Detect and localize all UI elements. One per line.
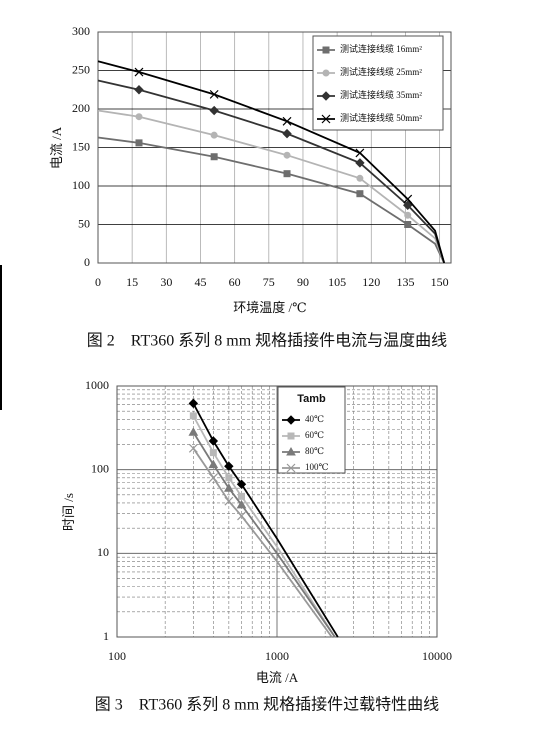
marker xyxy=(287,432,295,440)
x-tick-label: 150 xyxy=(431,275,449,289)
marker xyxy=(134,85,144,95)
marker xyxy=(236,499,247,509)
marker xyxy=(286,463,296,473)
marker xyxy=(356,190,364,198)
series-line xyxy=(97,136,445,264)
marker xyxy=(322,69,330,77)
legend-label: 测试连接线缆 16mm² xyxy=(340,43,422,54)
marker xyxy=(404,211,412,219)
x-axis-label: 电流 /A xyxy=(256,670,299,685)
y-tick-label: 150 xyxy=(72,139,90,153)
x-tick-label: 1000 xyxy=(265,649,289,663)
marker xyxy=(134,67,144,77)
y-tick-label: 10 xyxy=(97,545,109,559)
marker xyxy=(237,511,246,521)
marker xyxy=(208,436,219,446)
series-line xyxy=(97,109,446,264)
marker xyxy=(238,492,246,500)
figure-caption: 图 2 RT360 系列 8 mm 规格插接件电流与温度曲线 xyxy=(87,332,447,350)
x-tick-label: 90 xyxy=(297,275,309,289)
marker xyxy=(283,151,291,159)
series-line xyxy=(97,79,446,264)
marker xyxy=(135,113,143,121)
y-tick-label: 200 xyxy=(72,101,90,115)
legend-title: Tamb xyxy=(297,393,326,405)
marker xyxy=(210,153,218,161)
legend-label: 100℃ xyxy=(305,462,329,472)
marker xyxy=(282,116,292,126)
marker xyxy=(282,128,292,139)
x-tick-label: 45 xyxy=(194,275,206,289)
marker xyxy=(135,139,143,147)
series-line xyxy=(192,431,336,638)
y-tick-label: 100 xyxy=(91,461,109,475)
marker xyxy=(224,496,234,506)
legend-label: 测试连接线缆 35mm² xyxy=(340,89,422,100)
legend-box xyxy=(312,35,444,131)
x-tick-label: 75 xyxy=(263,275,275,289)
x-tick-label: 120 xyxy=(362,275,380,289)
marker xyxy=(188,398,199,409)
marker xyxy=(209,449,217,457)
marker xyxy=(322,46,330,54)
y-tick-label: 250 xyxy=(72,62,90,76)
marker xyxy=(188,443,198,453)
x-tick-label: 0 xyxy=(95,275,101,289)
marker xyxy=(225,474,233,482)
y-tick-label: 300 xyxy=(72,24,90,38)
marker xyxy=(209,89,219,99)
legend-label: 40℃ xyxy=(305,414,324,424)
marker xyxy=(188,427,199,436)
y-tick-label: 1 xyxy=(103,629,109,643)
marker xyxy=(321,91,331,101)
series-line xyxy=(192,402,339,638)
marker xyxy=(236,479,247,489)
x-tick-label: 100 xyxy=(108,649,126,663)
figure-caption: 图 3 RT360 系列 8 mm 规格插接件过载特性曲线 xyxy=(95,696,439,714)
legend-label: 测试连接线缆 25mm² xyxy=(340,66,422,77)
marker xyxy=(403,194,413,204)
series-line xyxy=(192,415,336,638)
legend-label: 60℃ xyxy=(305,430,324,440)
marker xyxy=(223,483,234,492)
y-axis-label: 电流 /A xyxy=(49,126,64,169)
legend-label: 测试连接线缆 50mm² xyxy=(340,112,422,123)
marker xyxy=(189,412,197,420)
x-tick-label: 30 xyxy=(160,275,172,289)
marker xyxy=(286,415,296,425)
series-line xyxy=(192,447,333,638)
x-tick-label: 10000 xyxy=(422,649,452,663)
marker xyxy=(355,148,365,158)
x-axis-label: 环境温度 /℃ xyxy=(233,300,306,315)
marker xyxy=(356,174,364,182)
plot-frame xyxy=(97,31,452,264)
x-tick-label: 60 xyxy=(229,275,241,289)
series-line xyxy=(97,60,446,264)
y-tick-label: 1000 xyxy=(85,378,109,392)
marker xyxy=(224,461,234,471)
marker xyxy=(208,459,219,469)
legend-box xyxy=(277,386,346,474)
marker xyxy=(403,200,413,210)
x-tick-label: 135 xyxy=(396,275,414,289)
marker xyxy=(209,105,219,116)
plot-frame xyxy=(116,385,438,638)
y-tick-label: 0 xyxy=(84,255,90,269)
marker xyxy=(404,221,412,228)
y-axis-label: 时间 /s xyxy=(61,493,76,531)
marker xyxy=(283,170,291,178)
marker xyxy=(286,446,296,456)
marker xyxy=(321,114,331,124)
y-tick-label: 50 xyxy=(78,216,90,230)
marker xyxy=(208,473,218,483)
marker xyxy=(355,158,365,168)
y-tick-label: 100 xyxy=(72,178,90,192)
marker xyxy=(210,131,218,139)
x-tick-label: 105 xyxy=(328,275,346,289)
x-tick-label: 15 xyxy=(126,275,138,289)
legend-label: 80℃ xyxy=(305,446,324,456)
